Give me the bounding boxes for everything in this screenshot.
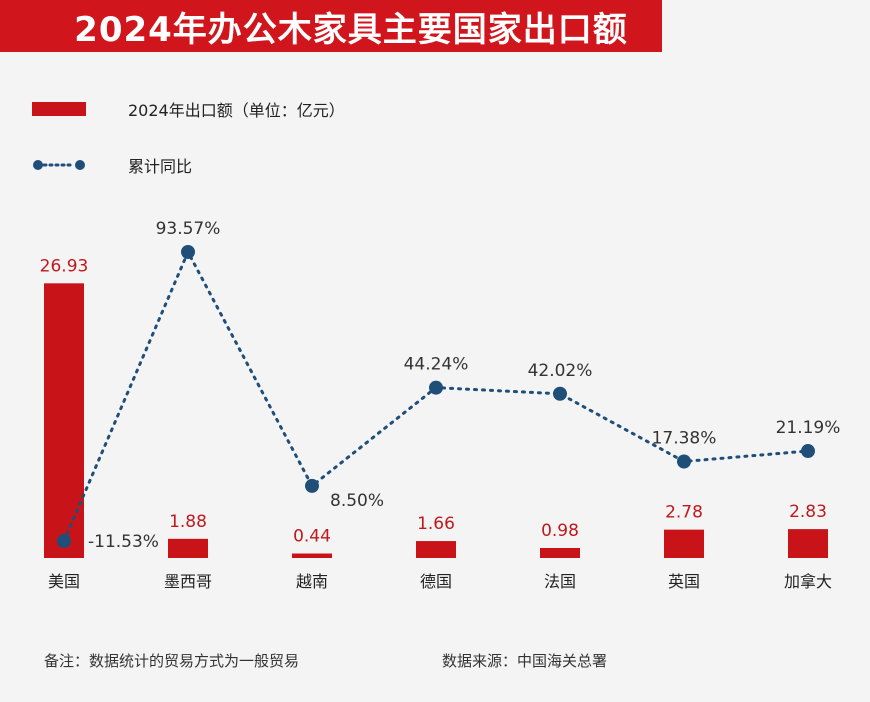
legend-line-label: 累计同比 (128, 157, 193, 176)
yoy-point (429, 380, 443, 395)
category-label: 法国 (544, 572, 576, 591)
bar (168, 538, 208, 558)
yoy-value-label: 8.50% (330, 491, 384, 511)
bar-value-label: 1.88 (169, 512, 207, 532)
yoy-point (181, 245, 195, 259)
yoy-value-label: -11.53% (88, 532, 159, 552)
yoy-value-label: 44.24% (404, 355, 469, 375)
bar (788, 529, 828, 558)
legend-item-bar: 2024年出口额（单位：亿元） (32, 96, 345, 122)
category-label: 越南 (296, 572, 328, 591)
bar-value-label: 26.93 (40, 256, 89, 276)
legend-bar-swatch (32, 102, 86, 116)
yoy-value-label: 42.02% (528, 361, 593, 381)
title-bar: 2024年办公木家具主要国家出口额 (0, 0, 662, 52)
bar-value-label: 0.98 (541, 521, 579, 541)
category-label: 德国 (420, 572, 452, 591)
legend-item-line: 累计同比 (32, 152, 345, 178)
yoy-point (801, 444, 815, 459)
bar (664, 529, 704, 558)
bar-value-label: 0.44 (293, 527, 331, 547)
legend: 2024年出口额（单位：亿元） 累计同比 (32, 96, 345, 178)
bar (44, 283, 84, 558)
legend-bar-label: 2024年出口额（单位：亿元） (128, 101, 345, 120)
yoy-value-label: 17.38% (652, 429, 717, 449)
bar (292, 553, 332, 558)
yoy-line (62, 250, 810, 543)
category-label: 美国 (48, 572, 80, 591)
yoy-point (677, 454, 691, 469)
bar (416, 541, 456, 558)
footer-source: 数据来源：中国海关总署 (442, 652, 608, 670)
yoy-point (553, 386, 567, 401)
yoy-value-label: 21.19% (776, 418, 841, 438)
yoy-value-label: 93.57% (156, 219, 221, 239)
category-label: 加拿大 (784, 572, 832, 591)
category-label: 英国 (668, 572, 700, 591)
yoy-point (57, 534, 71, 548)
yoy-point (305, 478, 319, 493)
bar-value-label: 2.78 (665, 503, 703, 523)
bar-value-label: 1.66 (417, 514, 455, 534)
chart-title: 2024年办公木家具主要国家出口额 (74, 9, 628, 50)
category-label: 墨西哥 (164, 572, 212, 591)
bar (540, 548, 580, 558)
bar-value-label: 2.83 (789, 502, 827, 522)
legend-line-swatch (33, 160, 85, 170)
footer-note: 备注：数据统计的贸易方式为一般贸易 (44, 652, 300, 670)
